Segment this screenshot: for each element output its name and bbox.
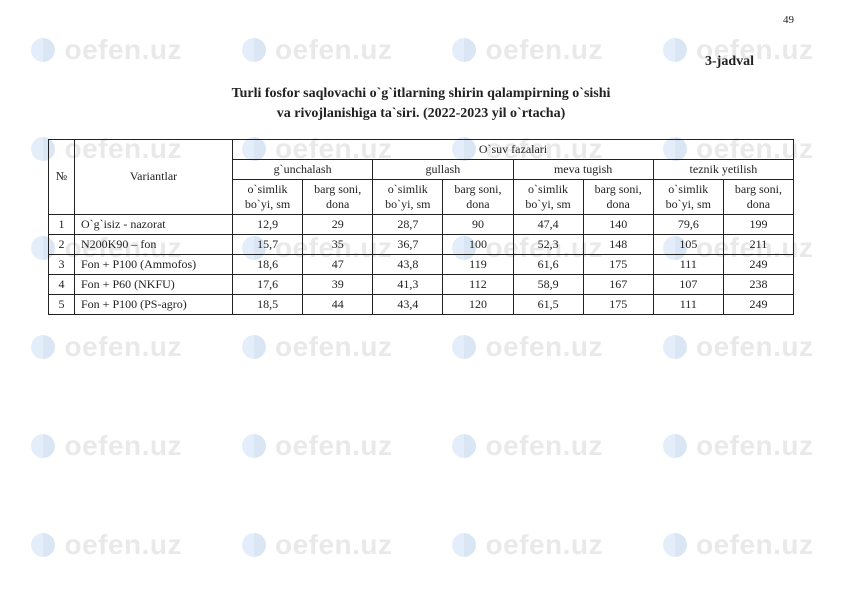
table-row: 3 Fon + P100 (Ammofos) 18,6 47 43,8 119 … [49, 254, 794, 274]
cell-value: 36,7 [373, 234, 443, 254]
cell-value: 90 [443, 214, 513, 234]
title-line-2: va rivojlanishiga ta`siri. (2022-2023 yi… [277, 106, 566, 121]
cell-num: 2 [49, 234, 75, 254]
cell-value: 112 [443, 274, 513, 294]
header-variant: Variantlar [75, 139, 233, 214]
header-sub: barg soni, dona [303, 179, 373, 214]
cell-value: 119 [443, 254, 513, 274]
cell-variant: N200K90 – fon [75, 234, 233, 254]
header-sub: o`simlik bo`yi, sm [513, 179, 583, 214]
cell-num: 1 [49, 214, 75, 234]
cell-variant: Fon + P100 (PS-agro) [75, 294, 233, 314]
cell-value: 29 [303, 214, 373, 234]
cell-num: 5 [49, 294, 75, 314]
document-title: Turli fosfor saqlovachi o`g`itlarning sh… [48, 84, 794, 125]
cell-value: 41,3 [373, 274, 443, 294]
cell-value: 47 [303, 254, 373, 274]
cell-value: 167 [583, 274, 653, 294]
data-table: № Variantlar O`suv fazalari g`unchalash … [48, 139, 794, 315]
cell-value: 249 [723, 294, 793, 314]
cell-num: 4 [49, 274, 75, 294]
cell-value: 175 [583, 254, 653, 274]
cell-value: 61,5 [513, 294, 583, 314]
cell-value: 43,4 [373, 294, 443, 314]
cell-value: 107 [653, 274, 723, 294]
cell-value: 111 [653, 254, 723, 274]
cell-value: 44 [303, 294, 373, 314]
cell-value: 12,9 [233, 214, 303, 234]
cell-value: 100 [443, 234, 513, 254]
cell-value: 35 [303, 234, 373, 254]
header-sub: o`simlik bo`yi, sm [233, 179, 303, 214]
cell-value: 140 [583, 214, 653, 234]
cell-value: 17,6 [233, 274, 303, 294]
header-number: № [49, 139, 75, 214]
cell-value: 47,4 [513, 214, 583, 234]
header-phase-1: g`unchalash [233, 159, 373, 179]
header-sub: o`simlik bo`yi, sm [373, 179, 443, 214]
cell-value: 120 [443, 294, 513, 314]
header-phase-3: meva tugish [513, 159, 653, 179]
cell-value: 238 [723, 274, 793, 294]
cell-value: 28,7 [373, 214, 443, 234]
header-sub: barg soni, dona [443, 179, 513, 214]
cell-variant: Fon + P100 (Ammofos) [75, 254, 233, 274]
header-sub: o`simlik bo`yi, sm [653, 179, 723, 214]
cell-value: 249 [723, 254, 793, 274]
title-line-1: Turli fosfor saqlovachi o`g`itlarning sh… [232, 86, 611, 101]
table-row: 2 N200K90 – fon 15,7 35 36,7 100 52,3 14… [49, 234, 794, 254]
cell-variant: Fon + P60 (NKFU) [75, 274, 233, 294]
cell-value: 111 [653, 294, 723, 314]
cell-variant: O`g`isiz - nazorat [75, 214, 233, 234]
header-sub: barg soni, dona [723, 179, 793, 214]
cell-value: 175 [583, 294, 653, 314]
cell-value: 18,6 [233, 254, 303, 274]
header-phase-4: teznik yetilish [653, 159, 793, 179]
cell-value: 199 [723, 214, 793, 234]
cell-value: 15,7 [233, 234, 303, 254]
cell-value: 58,9 [513, 274, 583, 294]
table-row: 1 O`g`isiz - nazorat 12,9 29 28,7 90 47,… [49, 214, 794, 234]
cell-value: 211 [723, 234, 793, 254]
table-row: 5 Fon + P100 (PS-agro) 18,5 44 43,4 120 … [49, 294, 794, 314]
cell-value: 39 [303, 274, 373, 294]
header-phase-2: gullash [373, 159, 513, 179]
cell-value: 43,8 [373, 254, 443, 274]
cell-value: 79,6 [653, 214, 723, 234]
cell-value: 148 [583, 234, 653, 254]
cell-num: 3 [49, 254, 75, 274]
cell-value: 18,5 [233, 294, 303, 314]
cell-value: 61,6 [513, 254, 583, 274]
table-header-row-1: № Variantlar O`suv fazalari [49, 139, 794, 159]
page-content: 49 3-jadval Turli fosfor saqlovachi o`g`… [0, 0, 842, 595]
table-row: 4 Fon + P60 (NKFU) 17,6 39 41,3 112 58,9… [49, 274, 794, 294]
page-number: 49 [783, 14, 794, 26]
header-sub: barg soni, dona [583, 179, 653, 214]
cell-value: 105 [653, 234, 723, 254]
table-label: 3-jadval [48, 54, 794, 70]
header-phases: O`suv fazalari [233, 139, 794, 159]
cell-value: 52,3 [513, 234, 583, 254]
